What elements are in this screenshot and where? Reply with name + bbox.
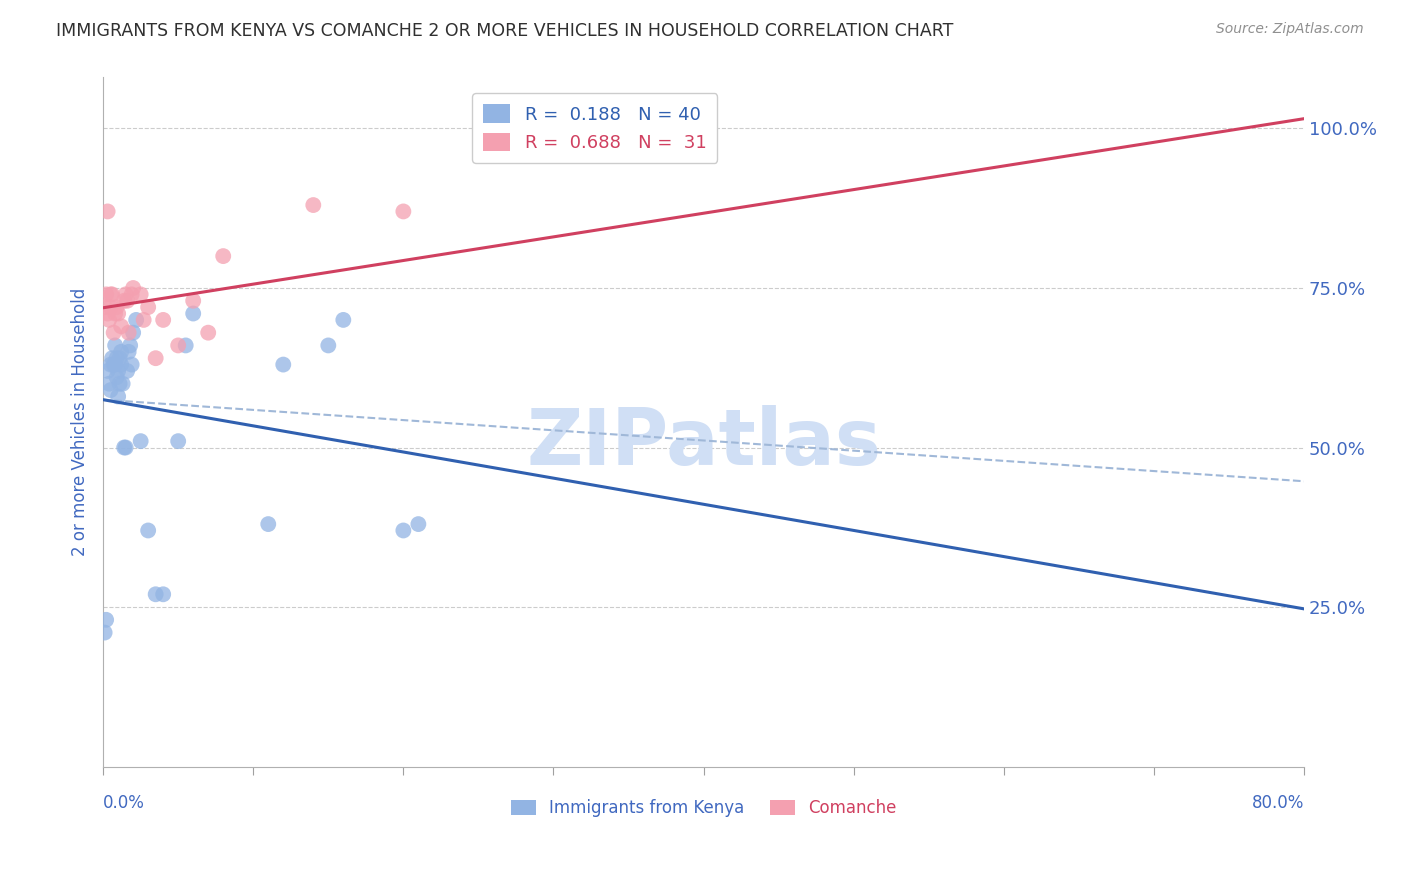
Point — [167, 434, 190, 449]
Point — [111, 376, 134, 391]
Point — [103, 326, 125, 340]
Point — [110, 344, 132, 359]
Point — [97, 204, 120, 219]
Point — [107, 364, 129, 378]
Point — [110, 358, 132, 372]
Point — [114, 441, 136, 455]
Point — [103, 358, 125, 372]
Point — [257, 517, 280, 532]
Point — [197, 326, 219, 340]
Point — [105, 351, 128, 366]
Point — [125, 313, 148, 327]
Point — [100, 358, 122, 372]
Point — [122, 326, 145, 340]
Point — [118, 344, 141, 359]
Point — [104, 306, 127, 320]
Point — [108, 351, 131, 366]
Point — [392, 524, 415, 538]
Point — [107, 389, 129, 403]
Point — [120, 338, 142, 352]
Point — [105, 370, 128, 384]
Point — [145, 351, 167, 366]
Point — [152, 587, 174, 601]
Point — [105, 300, 128, 314]
Point — [1368, 115, 1391, 129]
Point — [212, 249, 235, 263]
Point — [332, 313, 354, 327]
Point — [93, 300, 115, 314]
Point — [121, 287, 143, 301]
Text: Source: ZipAtlas.com: Source: ZipAtlas.com — [1216, 22, 1364, 37]
Point — [107, 306, 129, 320]
Point — [100, 287, 122, 301]
Text: 0.0%: 0.0% — [103, 794, 145, 812]
Text: 80.0%: 80.0% — [1251, 794, 1305, 812]
Point — [100, 300, 122, 314]
Point — [115, 364, 138, 378]
Point — [136, 300, 159, 314]
Point — [167, 338, 190, 352]
Point — [145, 587, 167, 601]
Point — [129, 434, 152, 449]
Point — [115, 293, 138, 308]
Point — [101, 351, 124, 366]
Point — [112, 293, 135, 308]
Point — [129, 287, 152, 301]
Point — [93, 625, 115, 640]
Point — [98, 376, 121, 391]
Point — [174, 338, 197, 352]
Point — [132, 313, 155, 327]
Point — [104, 358, 127, 372]
Point — [110, 319, 132, 334]
Point — [408, 517, 430, 532]
Point — [118, 326, 141, 340]
Point — [302, 198, 325, 212]
Point — [152, 313, 174, 327]
Point — [94, 287, 117, 301]
Point — [136, 524, 159, 538]
Point — [181, 293, 204, 308]
Point — [104, 338, 127, 352]
Y-axis label: 2 or more Vehicles in Household: 2 or more Vehicles in Household — [72, 288, 89, 556]
Point — [101, 287, 124, 301]
Point — [121, 358, 143, 372]
Point — [94, 613, 117, 627]
Point — [97, 364, 120, 378]
Point — [392, 204, 415, 219]
Point — [318, 338, 340, 352]
Point — [100, 383, 122, 397]
Point — [98, 313, 121, 327]
Point — [97, 306, 120, 320]
Point — [122, 281, 145, 295]
Text: ZIPatlas: ZIPatlas — [526, 405, 882, 481]
Point — [271, 358, 294, 372]
Point — [114, 287, 136, 301]
Point — [108, 376, 131, 391]
Legend: Immigrants from Kenya, Comanche: Immigrants from Kenya, Comanche — [505, 792, 903, 823]
Point — [181, 306, 204, 320]
Text: IMMIGRANTS FROM KENYA VS COMANCHE 2 OR MORE VEHICLES IN HOUSEHOLD CORRELATION CH: IMMIGRANTS FROM KENYA VS COMANCHE 2 OR M… — [56, 22, 953, 40]
Point — [112, 441, 135, 455]
